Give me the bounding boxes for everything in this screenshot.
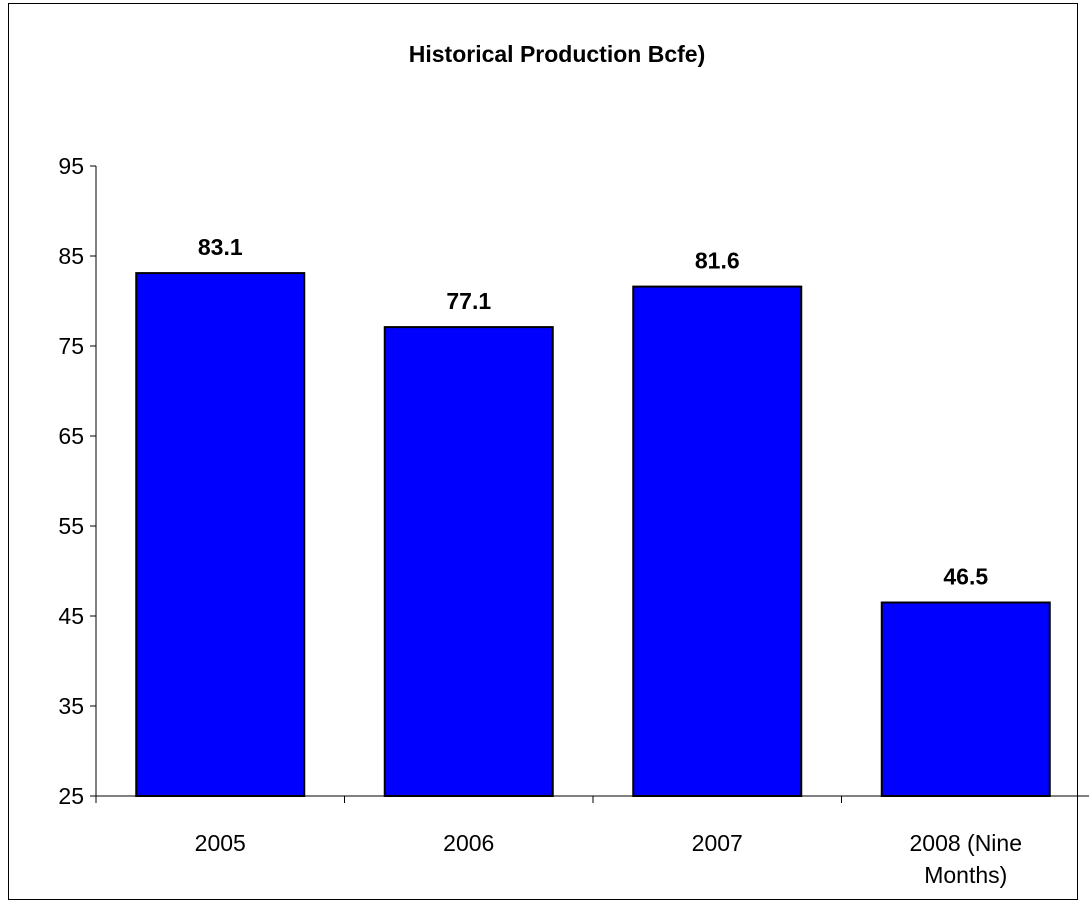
bar [135,272,306,798]
y-tick-label: 45 [58,603,84,629]
x-category-label: Months) [924,862,1007,888]
chart-title: Historical Production Bcfe) [409,41,705,67]
data-label: 77.1 [446,288,491,314]
y-tick-label: 35 [58,693,84,719]
y-tick-label: 25 [58,783,84,809]
data-label: 46.5 [943,564,988,590]
bars [135,272,1051,798]
y-tick-label: 55 [58,513,84,539]
x-category-label: 2008 (Nine [909,830,1022,856]
x-category-label: 2007 [692,830,743,856]
x-category-label: 2005 [195,830,246,856]
x-category-label: 2006 [443,830,494,856]
y-tick-label: 85 [58,243,84,269]
bar [880,601,1051,797]
bar [383,326,554,797]
y-tick-label: 95 [58,153,84,179]
y-tick-label: 65 [58,423,84,449]
data-label: 81.6 [695,248,740,274]
data-label: 83.1 [198,234,243,260]
labels: 83.1 2005 77.1 2006 81.6 2007 46.5 2008 (Nine Mo… [195,234,1022,888]
y-tick-label: 75 [58,333,84,359]
bar [632,285,803,797]
